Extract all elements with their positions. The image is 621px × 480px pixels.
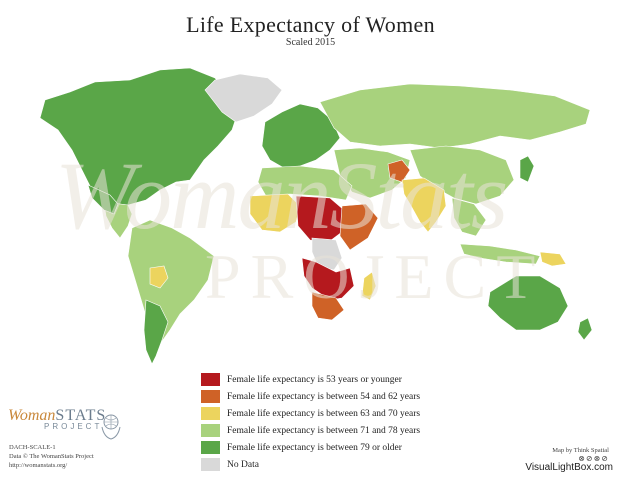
womanstats-logo: WomanSTATS PROJECT xyxy=(8,407,121,440)
brand-wordmark: WomanSTATS xyxy=(8,407,106,425)
brand-project: PROJECT xyxy=(44,422,103,431)
credit-data: Data © The WomanStats Project xyxy=(9,453,94,460)
legend-item: Female life expectancy is between 54 and… xyxy=(201,388,420,405)
region-greenland xyxy=(204,73,283,123)
legend-swatch xyxy=(201,390,220,403)
legend-label: Female life expectancy is 53 years or yo… xyxy=(227,374,402,385)
region-new-zealand xyxy=(577,317,593,341)
region-southeast-asia xyxy=(451,197,487,237)
map-credit: Map by Think Spatial ⊗⊘⊗⊘ xyxy=(552,447,609,463)
region-bolivia xyxy=(149,265,169,289)
region-indonesia xyxy=(459,243,541,265)
region-madagascar xyxy=(361,271,377,301)
map-title: Life Expectancy of Women xyxy=(186,12,435,37)
region-papua xyxy=(539,251,567,267)
region-south-america xyxy=(127,219,215,345)
region-russia xyxy=(319,83,591,149)
credit-code: DACH-SCALE-1 xyxy=(9,444,56,451)
legend-label: Female life expectancy is between 54 and… xyxy=(227,391,421,402)
legend-item: Female life expectancy is between 71 and… xyxy=(201,422,420,439)
legend-item: Female life expectancy is 53 years or yo… xyxy=(201,371,420,388)
region-central-africa xyxy=(295,195,345,245)
region-east-africa xyxy=(339,203,379,251)
legend-label: No Data xyxy=(227,459,259,470)
region-west-africa xyxy=(249,193,301,233)
legend-swatch xyxy=(201,407,220,420)
think-spatial-logo: ⊗⊘⊗⊘ xyxy=(578,454,609,463)
region-mexico xyxy=(87,184,119,215)
legend-label: Female life expectancy is between 63 and… xyxy=(227,408,421,419)
region-europe xyxy=(261,103,341,169)
brand-name-caps: STATS xyxy=(55,407,107,424)
credit-url: http://womanstats.org/ xyxy=(9,462,68,469)
region-australia xyxy=(487,275,569,331)
region-chile-argentina xyxy=(143,299,169,365)
legend-item: Female life expectancy is between 63 and… xyxy=(201,405,420,422)
region-south-asia xyxy=(401,177,447,233)
legend-item: No Data xyxy=(201,456,420,473)
region-afghanistan xyxy=(387,159,411,183)
region-north-america xyxy=(39,67,239,206)
legend: Female life expectancy is 53 years or yo… xyxy=(201,371,420,473)
legend-swatch xyxy=(201,373,220,386)
legend-swatch xyxy=(201,441,220,454)
legend-swatch xyxy=(201,424,220,437)
legend-item: Female life expectancy is between 79 or … xyxy=(201,439,420,456)
region-japan xyxy=(519,155,535,183)
globe-hands-icon xyxy=(101,414,121,440)
map-subtitle: Scaled 2015 xyxy=(285,37,336,48)
credits: DACH-SCALE-1 Data © The WomanStats Proje… xyxy=(9,443,94,470)
region-north-africa xyxy=(257,165,353,201)
legend-swatch xyxy=(201,458,220,471)
region-drc xyxy=(311,237,343,271)
brand-name-italic: Woman xyxy=(8,407,56,424)
legend-label: Female life expectancy is between 71 and… xyxy=(227,425,421,436)
site-credit: VisualLightBox.com xyxy=(525,462,613,473)
region-south-africa xyxy=(311,291,345,321)
legend-label: Female life expectancy is between 79 or … xyxy=(227,442,402,453)
region-southern-africa xyxy=(301,257,355,301)
map-credit-text: Map by Think Spatial xyxy=(552,447,609,454)
